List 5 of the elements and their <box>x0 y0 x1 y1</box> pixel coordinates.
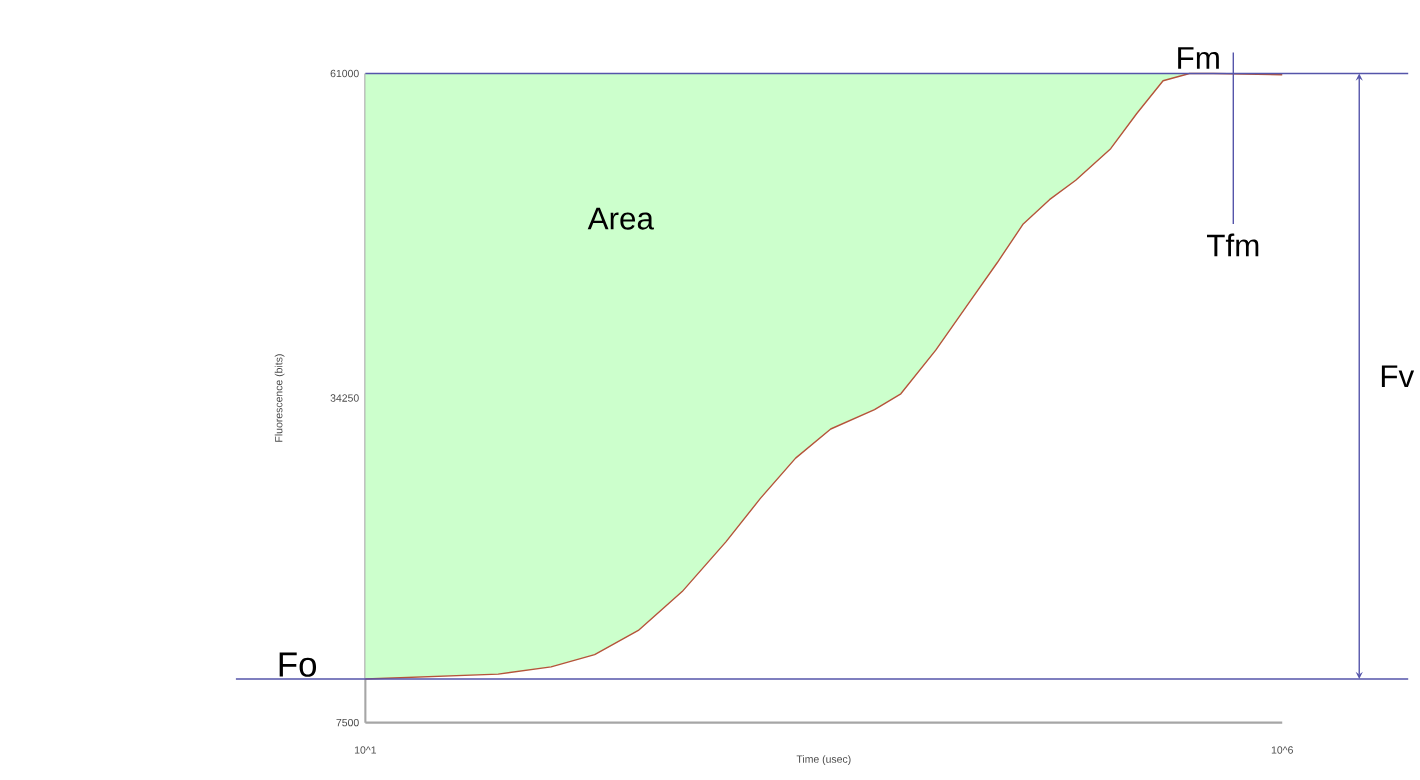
ref-line-label: Fm <box>1178 46 1219 69</box>
ref-line-label: Tfm <box>1207 233 1259 257</box>
annotation: Area <box>587 207 654 230</box>
text: Fv <box>1381 365 1415 387</box>
ref-line-label: Fo <box>279 652 317 677</box>
